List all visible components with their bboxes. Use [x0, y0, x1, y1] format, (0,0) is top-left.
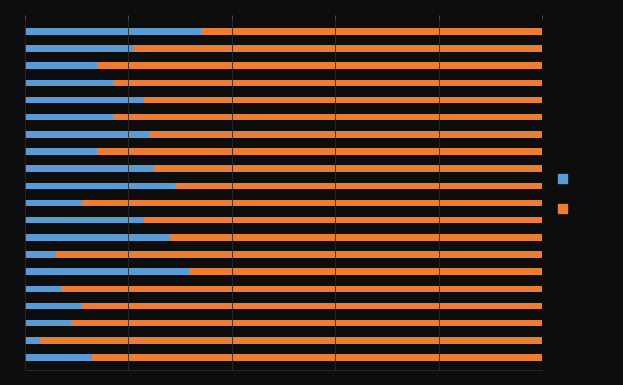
Bar: [191, 268, 542, 275]
Bar: [25, 354, 92, 361]
Bar: [25, 148, 97, 155]
Bar: [40, 337, 542, 344]
Bar: [25, 337, 40, 344]
Bar: [92, 354, 542, 361]
Bar: [113, 80, 542, 86]
Bar: [25, 217, 144, 223]
Bar: [25, 80, 113, 86]
Bar: [25, 268, 191, 275]
Bar: [25, 234, 169, 241]
Bar: [25, 62, 97, 69]
Bar: [113, 114, 542, 121]
Bar: [149, 131, 542, 137]
Bar: [25, 45, 133, 52]
Bar: [72, 320, 542, 326]
Bar: [25, 131, 149, 137]
Bar: [25, 182, 175, 189]
Bar: [144, 217, 542, 223]
Bar: [133, 45, 542, 52]
Bar: [25, 114, 113, 121]
Bar: [201, 28, 542, 35]
Bar: [61, 286, 542, 292]
Bar: [25, 97, 144, 103]
Bar: [25, 166, 155, 172]
Bar: [82, 303, 542, 309]
Bar: [56, 251, 542, 258]
Bar: [25, 28, 201, 35]
Bar: [97, 62, 542, 69]
Bar: [97, 148, 542, 155]
Bar: [25, 200, 82, 206]
Bar: [169, 234, 542, 241]
Bar: [155, 166, 542, 172]
Bar: [144, 97, 542, 103]
Bar: [25, 303, 82, 309]
Bar: [175, 182, 542, 189]
Bar: [25, 251, 56, 258]
Legend: , : ,: [558, 174, 570, 214]
Bar: [82, 200, 542, 206]
Bar: [25, 320, 72, 326]
Bar: [25, 286, 61, 292]
